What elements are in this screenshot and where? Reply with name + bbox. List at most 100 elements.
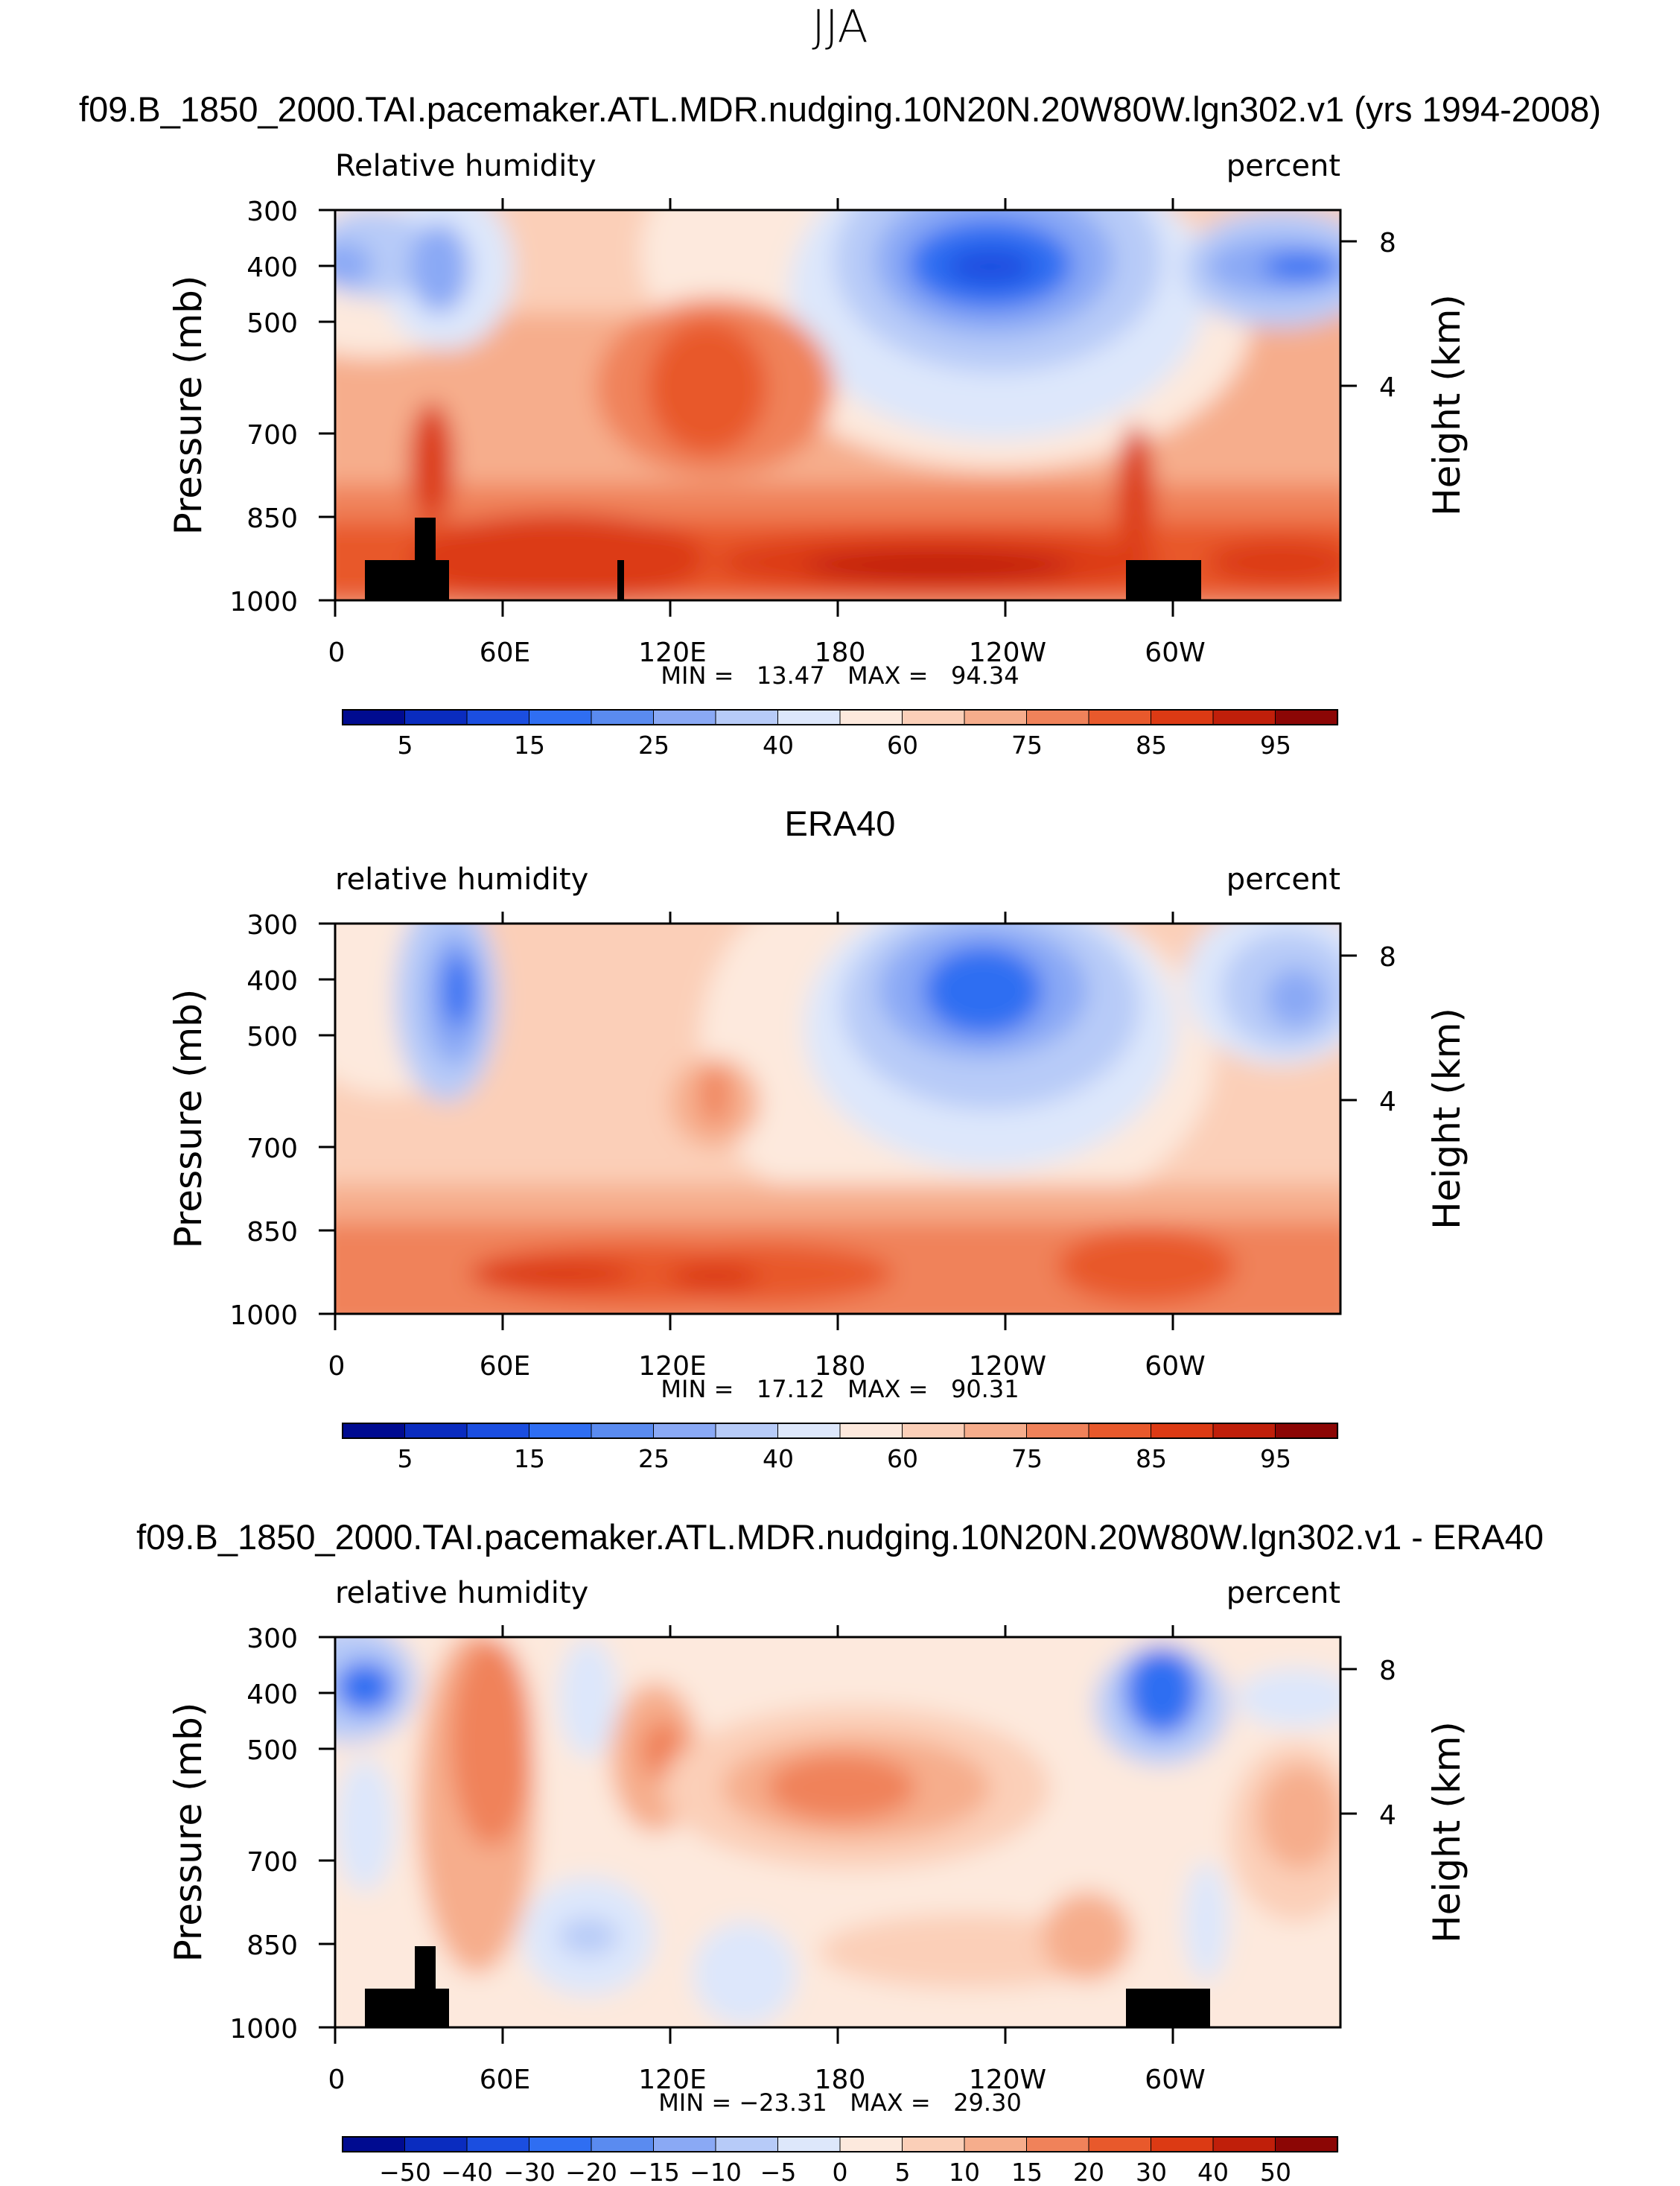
colorbar-swatch [1151, 1423, 1215, 1439]
panel-1-right-label: percent [1226, 149, 1340, 183]
colorbar-swatch [1151, 709, 1215, 725]
figure-title: JJA [812, 1, 868, 53]
panel-3-y2-ticks [1340, 1668, 1357, 1815]
colorbar-swatch [653, 2136, 717, 2152]
colorbar-swatch [1151, 2136, 1215, 2152]
colorbar-label: 75 [1011, 1444, 1043, 1473]
colorbar-label: 15 [1011, 2158, 1043, 2186]
x-tick-label: 180 [815, 2065, 866, 2095]
colorbar-swatch [1026, 709, 1090, 725]
x-tick-label: 180 [815, 1351, 866, 1382]
colorbar-label: 5 [398, 731, 413, 760]
colorbar-label: 5 [398, 1444, 413, 1473]
colorbar-swatch [466, 709, 530, 725]
colorbar-label: 75 [1011, 731, 1043, 760]
panel-1-y-ticks [319, 209, 335, 602]
x-tick-label: 60W [1145, 2065, 1205, 2095]
colorbar-swatch [342, 1423, 406, 1439]
x-tick-label: 120E [638, 1351, 706, 1382]
y2-tick-label: 8 [1379, 1656, 1396, 1686]
colorbar-swatches [342, 2136, 1339, 2152]
colorbar-swatch [839, 709, 903, 725]
colorbar-label: 0 [833, 2158, 848, 2186]
panel-3-colorbar: −50 −40 −30 −20 −15 −10 −5 0 5 10 15 20 … [342, 2136, 1339, 2186]
colorbar-swatch [964, 2136, 1028, 2152]
y-tick-label: 1000 [229, 2014, 298, 2044]
panel-2-x-tick-labels: 0 60E 120E 180 120W 60W [328, 1351, 1206, 1382]
colorbar-label: 50 [1260, 2158, 1291, 2186]
panel-3-y-ticks [319, 1636, 335, 2029]
colorbar-swatch [1088, 1423, 1152, 1439]
x-tick-label: 60W [1145, 638, 1205, 668]
panel-1-y-tick-labels: 300 400 500 700 850 1000 [229, 197, 298, 617]
panel-2-min-max: MIN = 17.12 MAX = 90.31 [661, 1375, 1019, 1403]
colorbar-label: 15 [514, 1444, 545, 1473]
y-tick-label: 400 [246, 252, 298, 283]
panel-3-y-tick-labels: 300 400 500 700 850 1000 [229, 1624, 298, 2044]
colorbar-swatch [839, 1423, 903, 1439]
colorbar-swatch [777, 709, 841, 725]
colorbar-swatch [1026, 1423, 1090, 1439]
colorbar-label: −10 [690, 2158, 742, 2186]
x-tick-label: 120E [638, 2065, 706, 2095]
panel-2-right-label: percent [1226, 862, 1340, 897]
panel-2: ERA40 relative humidity percent [167, 804, 1469, 1473]
colorbar-swatch [1212, 1423, 1276, 1439]
y-tick-label: 300 [246, 197, 298, 227]
panel-2-colorbar: 5 15 25 40 60 75 85 95 [342, 1423, 1339, 1473]
colorbar-swatch [591, 709, 655, 725]
panel-3-topography-mask [365, 1989, 449, 2027]
x-tick-label: 180 [815, 638, 866, 668]
x-tick-label: 120W [969, 638, 1046, 668]
colorbar-swatch [715, 709, 779, 725]
colorbar-swatch [964, 1423, 1028, 1439]
y-tick-label: 850 [246, 503, 298, 534]
colorbar-swatch [529, 709, 593, 725]
x-tick-label: 120W [969, 1351, 1046, 1382]
panel-3: f09.B_1850_2000.TAI.pacemaker.ATL.MDR.nu… [136, 1517, 1544, 2186]
y-tick-label: 400 [246, 1680, 298, 1710]
panel-3-contour-field [335, 1637, 1340, 2027]
x-tick-label: 60E [480, 1351, 531, 1382]
colorbar-label: 5 [895, 2158, 911, 2186]
colorbar-swatch [1088, 2136, 1152, 2152]
panel-1-colorbar: 5 15 25 40 60 75 85 95 [342, 709, 1339, 760]
y-tick-label: 700 [246, 420, 298, 451]
panel-1-y2-axis-label: Height (km) [1425, 294, 1469, 516]
panel-1-title: f09.B_1850_2000.TAI.pacemaker.ATL.MDR.nu… [79, 89, 1601, 129]
colorbar-label: 20 [1073, 2158, 1104, 2186]
panel-1-x-tick-labels: 0 60E 120E 180 120W 60W [328, 638, 1206, 668]
y-tick-label: 500 [246, 1022, 298, 1052]
panel-2-y2-ticks [1340, 954, 1357, 1102]
colorbar-label: −20 [565, 2158, 617, 2186]
panel-3-title: f09.B_1850_2000.TAI.pacemaker.ATL.MDR.nu… [136, 1517, 1544, 1557]
colorbar-swatch [342, 2136, 406, 2152]
colorbar-swatches [342, 1423, 1339, 1439]
colorbar-swatch [591, 2136, 655, 2152]
colorbar-swatch [404, 2136, 468, 2152]
x-tick-label: 60E [480, 638, 531, 668]
panel-2-title: ERA40 [785, 804, 896, 843]
colorbar-swatches [342, 709, 1339, 725]
panel-2-contour-field [335, 924, 1340, 1314]
y2-tick-label: 8 [1379, 228, 1396, 258]
panel-3-topography-mask [415, 1946, 436, 1991]
colorbar-label: 40 [763, 1444, 794, 1473]
colorbar-swatch [902, 1423, 966, 1439]
x-tick-label: 60E [480, 2065, 531, 2095]
panel-1: f09.B_1850_2000.TAI.pacemaker.ATL.MDR.nu… [79, 89, 1601, 760]
panel-3-y-axis-label: Pressure (mb) [167, 1703, 210, 1963]
colorbar-swatch [591, 1423, 655, 1439]
panel-3-x-tick-labels: 0 60E 120E 180 120W 60W [328, 2065, 1206, 2095]
panel-2-y2-axis-label: Height (km) [1425, 1008, 1469, 1230]
panel-1-contour-field [335, 210, 1340, 600]
colorbar-label: 25 [638, 731, 669, 760]
colorbar-swatch [404, 709, 468, 725]
colorbar-swatch [466, 2136, 530, 2152]
colorbar-swatch [529, 1423, 593, 1439]
panel-1-x-ticks [334, 198, 1174, 617]
colorbar-swatch [839, 2136, 903, 2152]
colorbar-swatch [653, 1423, 717, 1439]
colorbar-label: −15 [628, 2158, 680, 2186]
